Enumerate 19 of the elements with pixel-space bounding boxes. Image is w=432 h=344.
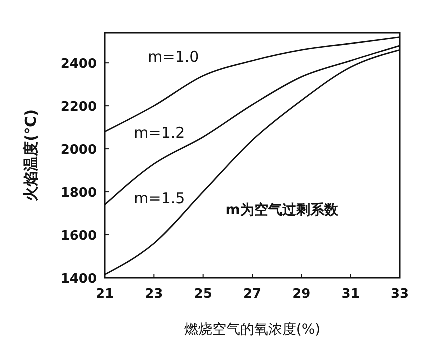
x-tick-label: 23 xyxy=(145,287,164,302)
y-tick-label: 2000 xyxy=(60,143,97,158)
x-axis-title: 燃烧空气的氧浓度(%) xyxy=(184,322,321,338)
x-tick-label: 33 xyxy=(390,287,410,302)
x-tick-label: 27 xyxy=(243,287,262,302)
y-axis-title: 火焰温度(℃) xyxy=(22,110,40,202)
series-label: m=1.0 xyxy=(148,48,200,66)
series-label: m=1.2 xyxy=(134,124,186,142)
x-tick-label: 25 xyxy=(194,287,212,302)
x-tick-label: 31 xyxy=(342,287,360,302)
y-tick-label: 2400 xyxy=(60,57,97,72)
series-label: m=1.5 xyxy=(134,190,186,208)
y-tick-label: 1800 xyxy=(60,186,97,202)
annotation: m为空气过剩系数 xyxy=(226,201,340,218)
y-tick-label: 2200 xyxy=(60,100,97,116)
x-tick-label: 21 xyxy=(96,287,114,302)
y-tick-label: 1600 xyxy=(60,229,97,244)
x-tick-label: 29 xyxy=(292,287,311,302)
y-tick-label: 1400 xyxy=(60,272,97,287)
